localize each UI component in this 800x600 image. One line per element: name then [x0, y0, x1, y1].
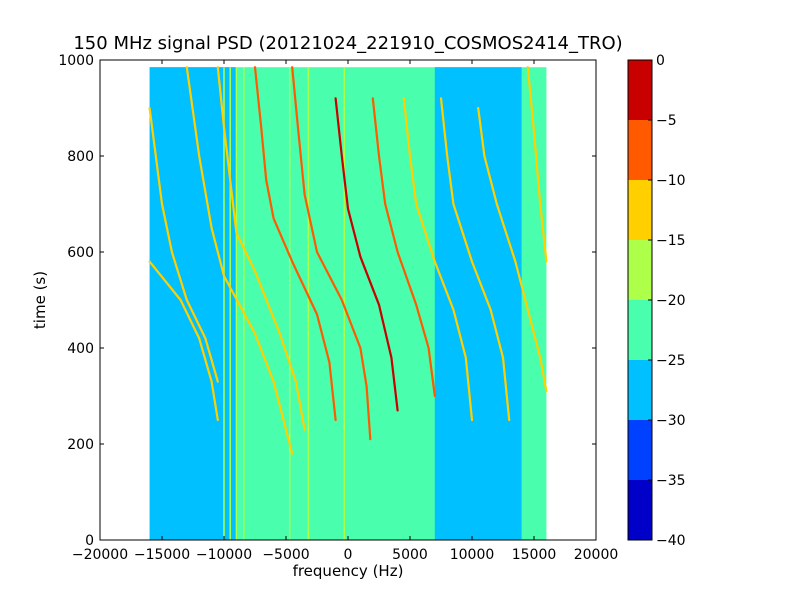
- doppler-trace: [148, 106, 219, 383]
- doppler-trace: [477, 106, 548, 393]
- y-tick-label: 0: [85, 533, 94, 549]
- colorbar-tick-label: −10: [656, 173, 686, 189]
- colorbar-segment: [628, 60, 652, 120]
- x-tick-label: −10000: [196, 547, 252, 563]
- doppler-trace: [185, 66, 294, 455]
- low-power-band: [434, 67, 522, 540]
- x-tick-label: −20000: [72, 547, 128, 563]
- doppler-trace: [402, 97, 474, 422]
- colorbar: 0 −5 −10 −15 −20 −25 −30 −35 −40: [627, 53, 686, 549]
- colorbar-tick-label: −15: [656, 233, 686, 249]
- doppler-trace: [253, 66, 337, 422]
- colorbar-segment: [628, 360, 652, 420]
- colorbar-segment: [628, 420, 652, 480]
- y-tick-label: 200: [67, 437, 94, 453]
- colorbar-segment: [628, 180, 652, 240]
- colorbar-segment: [628, 300, 652, 360]
- chart-title: 150 MHz signal PSD (20121024_221910_COSM…: [73, 33, 622, 54]
- y-tick-label: 1000: [58, 53, 94, 69]
- plot-area: −20000 −15000 −10000 −5000 0 5000 10000 15000 20…: [58, 53, 618, 563]
- doppler-trace: [526, 66, 548, 263]
- colorbar-tick-label: 0: [656, 53, 665, 69]
- doppler-trace: [148, 260, 219, 422]
- x-tick-label: 10000: [450, 547, 495, 563]
- colorbar-tick-label: −40: [656, 533, 686, 549]
- colorbar-tick-label: −30: [656, 413, 686, 429]
- colorbar-tick-label: −35: [656, 473, 686, 489]
- doppler-trace: [216, 66, 306, 431]
- x-tick-label: 0: [344, 547, 353, 563]
- y-axis-label: time (s): [31, 271, 49, 329]
- colorbar-tick-label: −5: [656, 113, 677, 129]
- doppler-trace: [439, 97, 511, 422]
- x-axis-label: frequency (Hz): [293, 562, 404, 580]
- doppler-trace: [291, 66, 372, 441]
- colorbar-segment: [628, 240, 652, 300]
- low-power-band: [149, 67, 237, 540]
- x-tick-label: 5000: [392, 547, 428, 563]
- colorbar-segment: [628, 120, 652, 180]
- x-axis: −20000 −15000 −10000 −5000 0 5000 10000 15000 20…: [72, 60, 618, 563]
- x-tick-label: −15000: [134, 547, 190, 563]
- doppler-trace: [371, 97, 436, 398]
- colorbar-tick-label: −20: [656, 293, 686, 309]
- colorbar-segment: [628, 480, 652, 540]
- y-tick-label: 600: [67, 245, 94, 261]
- y-tick-label: 400: [67, 341, 94, 357]
- x-tick-label: 15000: [512, 547, 557, 563]
- x-tick-label: 20000: [574, 547, 619, 563]
- y-tick-label: 800: [67, 149, 94, 165]
- doppler-trace: [334, 97, 399, 412]
- colorbar-tick-label: −25: [656, 353, 686, 369]
- y-axis: 0 200 400 600 800 1000: [58, 53, 596, 549]
- x-tick-label: −5000: [262, 547, 309, 563]
- heatmap: [148, 66, 548, 540]
